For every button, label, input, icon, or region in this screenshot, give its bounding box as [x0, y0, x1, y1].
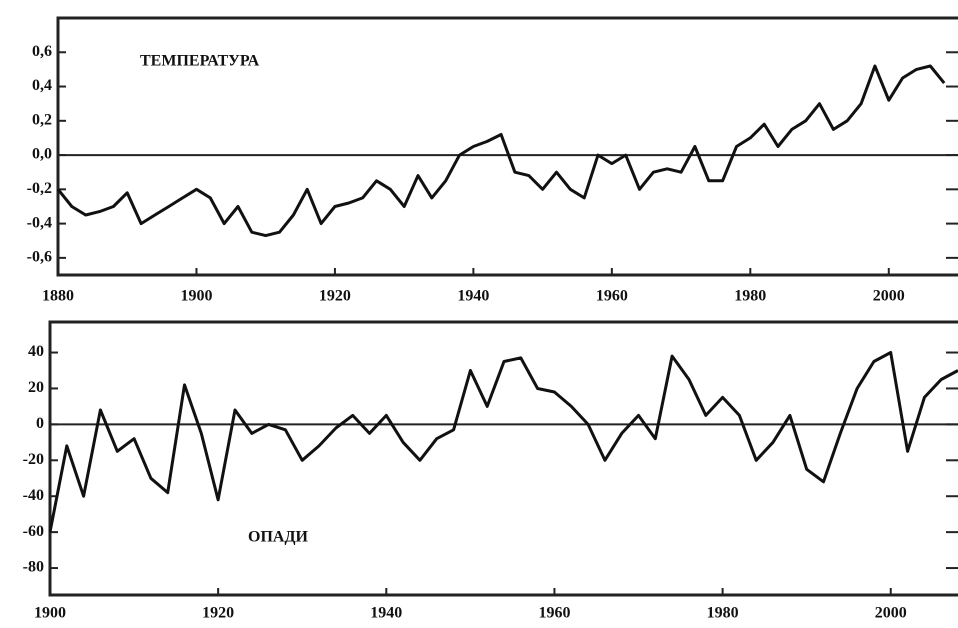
y-tick-label: 40: [28, 343, 44, 360]
x-tick-label: 1980: [707, 605, 739, 622]
y-tick-label: 0,0: [32, 146, 52, 163]
data-line: [56, 64, 946, 238]
y-tick-label: 20: [28, 379, 44, 396]
y-tick-label: 0: [36, 415, 44, 432]
y-tick-label: -0,4: [27, 214, 52, 231]
x-tick-label: 1900: [180, 288, 212, 305]
x-tick-label: 1900: [34, 605, 66, 622]
x-tick-label: 1940: [370, 605, 402, 622]
y-tick-label: -40: [23, 487, 44, 504]
data-line: [48, 351, 958, 533]
x-tick-label: 1920: [202, 605, 234, 622]
y-tick-label: -60: [23, 523, 44, 540]
x-tick-label: 1880: [42, 288, 74, 305]
x-tick-label: 1960: [596, 288, 628, 305]
x-tick-label: 2000: [873, 288, 905, 305]
x-tick-label: 1960: [538, 605, 570, 622]
y-tick-label: 0,4: [32, 77, 52, 94]
x-tick-label: 1980: [734, 288, 766, 305]
x-tick-label: 1940: [457, 288, 489, 305]
x-tick-label: 2000: [875, 605, 907, 622]
y-tick-label: 0,6: [32, 43, 52, 60]
x-tick-label: 1920: [319, 288, 351, 305]
y-tick-label: -0,2: [27, 180, 52, 197]
frame: [48, 320, 958, 597]
y-tick-label: 0,2: [32, 111, 52, 128]
y-tick-label: -0,6: [27, 249, 52, 266]
y-tick-label: -20: [23, 451, 44, 468]
frame: [56, 16, 958, 277]
panel-label: ОПАДИ: [248, 529, 308, 546]
panel-label: ТЕМПЕРАТУРА: [140, 53, 260, 70]
y-tick-label: -80: [23, 559, 44, 576]
